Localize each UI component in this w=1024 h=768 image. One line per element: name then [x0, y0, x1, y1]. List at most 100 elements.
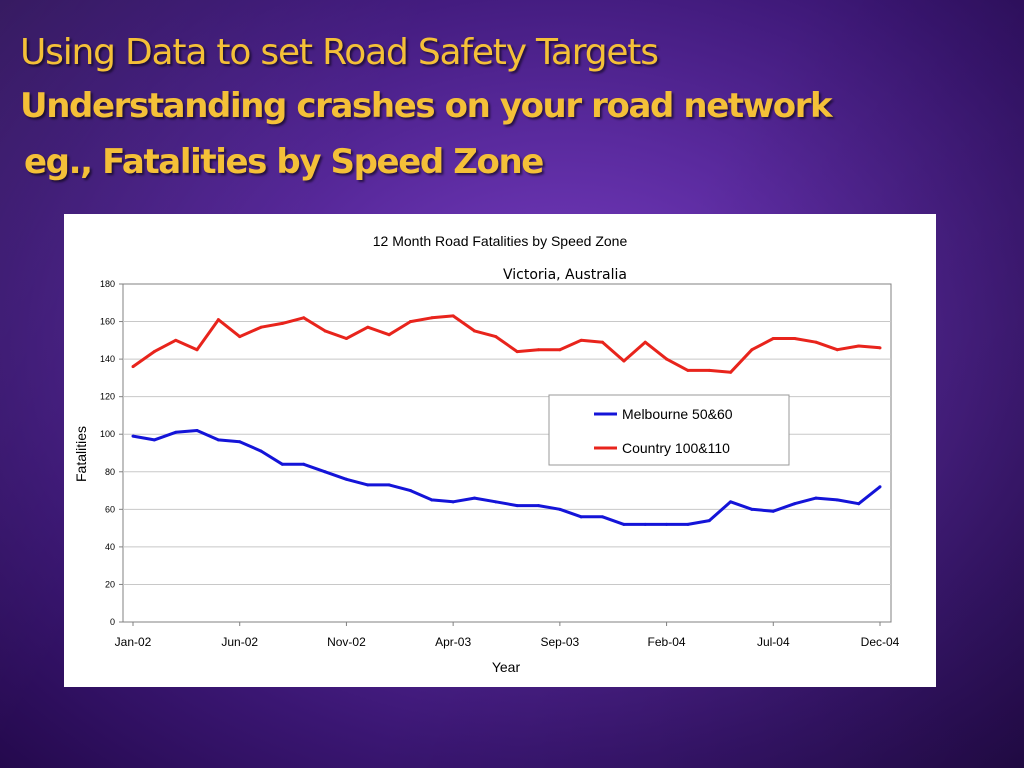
data-point-melbourne	[366, 483, 370, 487]
data-point-country	[686, 368, 690, 372]
data-point-country	[643, 340, 647, 344]
data-point-melbourne	[408, 489, 412, 493]
data-point-country	[323, 329, 327, 333]
data-point-melbourne	[472, 496, 476, 500]
data-point-melbourne	[387, 483, 391, 487]
data-point-melbourne	[323, 470, 327, 474]
data-point-country	[238, 335, 242, 339]
data-point-melbourne	[835, 498, 839, 502]
slide-title-block: Using Data to set Road Safety Targets Un…	[20, 28, 1010, 190]
slide-title: Using Data to set Road Safety Targets	[20, 32, 659, 73]
series-line-melbourne	[132, 429, 881, 526]
data-point-melbourne	[707, 519, 711, 523]
y-tick-label: 160	[100, 317, 115, 327]
fatalities-line-chart: 0 20 40 60 80 100 120 140 160 180 Jan-02 Jun-02 Nov…	[73, 233, 900, 675]
y-tick-label: 60	[105, 504, 115, 514]
legend: Melbourne 50&60 Country 100&110	[548, 394, 790, 466]
data-point-country	[878, 346, 882, 350]
x-tick-label: Apr-03	[435, 635, 471, 649]
data-point-melbourne	[771, 509, 775, 513]
series-lines	[131, 314, 882, 526]
data-point-country	[835, 348, 839, 352]
data-point-country	[344, 336, 348, 340]
data-point-melbourne	[515, 504, 519, 508]
data-point-country	[259, 325, 263, 329]
y-tick-label: 40	[105, 542, 115, 552]
data-point-melbourne	[729, 500, 733, 504]
data-point-country	[131, 365, 135, 369]
data-point-melbourne	[131, 434, 135, 438]
data-point-melbourne	[302, 462, 306, 466]
data-point-country	[537, 348, 541, 352]
data-point-melbourne	[344, 477, 348, 481]
x-tick-label: Jun-02	[221, 635, 258, 649]
data-point-country	[302, 316, 306, 320]
data-point-melbourne	[793, 502, 797, 506]
data-point-melbourne	[152, 438, 156, 442]
y-tick-label: 120	[100, 392, 115, 402]
y-tick-label: 0	[110, 617, 115, 627]
data-point-country	[216, 318, 220, 322]
data-point-melbourne	[643, 522, 647, 526]
slide-subtitle-example: eg., Fatalities by Speed Zone	[24, 142, 544, 182]
y-axis-ticks: 0 20 40 60 80 100 120 140 160 180	[100, 279, 123, 627]
data-point-country	[707, 368, 711, 372]
data-point-country	[152, 350, 156, 354]
y-tick-label: 140	[100, 354, 115, 364]
data-point-melbourne	[601, 515, 605, 519]
data-point-country	[750, 348, 754, 352]
data-point-country	[280, 321, 284, 325]
data-point-country	[622, 359, 626, 363]
data-point-country	[174, 338, 178, 342]
data-point-country	[729, 370, 733, 374]
x-axis-label: Year	[492, 659, 521, 675]
data-point-melbourne	[195, 428, 199, 432]
data-point-country	[857, 344, 861, 348]
data-point-country	[451, 314, 455, 318]
y-tick-label: 80	[105, 467, 115, 477]
data-point-country	[814, 340, 818, 344]
data-point-melbourne	[857, 502, 861, 506]
data-point-melbourne	[878, 485, 882, 489]
data-point-country	[408, 320, 412, 324]
legend-label-melbourne: Melbourne 50&60	[622, 406, 733, 422]
data-point-melbourne	[537, 504, 541, 508]
data-point-country	[793, 336, 797, 340]
data-point-melbourne	[259, 449, 263, 453]
y-axis-label: Fatalities	[73, 426, 89, 482]
data-point-melbourne	[430, 498, 434, 502]
data-point-melbourne	[280, 462, 284, 466]
x-tick-label: Sep-03	[541, 635, 580, 649]
data-point-country	[665, 357, 669, 361]
legend-label-country: Country 100&110	[622, 440, 730, 456]
slide-subtitle: Understanding crashes on your road netwo…	[20, 86, 833, 126]
series-line-country	[132, 314, 881, 374]
data-point-country	[515, 350, 519, 354]
chart-title: 12 Month Road Fatalities by Speed Zone	[373, 233, 628, 249]
x-tick-label: Dec-04	[861, 635, 900, 649]
data-point-country	[195, 348, 199, 352]
legend-box	[548, 394, 790, 466]
data-point-country	[387, 333, 391, 337]
x-tick-label: Jan-02	[115, 635, 152, 649]
chart-subtitle: Victoria, Australia	[503, 267, 627, 283]
data-point-melbourne	[750, 507, 754, 511]
x-tick-label: Nov-02	[327, 635, 366, 649]
x-axis-ticks: Jan-02 Jun-02 Nov-02 Apr-03 Sep-03 Feb-04 Jul-…	[115, 622, 900, 649]
data-point-country	[430, 316, 434, 320]
data-point-melbourne	[622, 522, 626, 526]
data-point-melbourne	[494, 500, 498, 504]
data-point-melbourne	[665, 522, 669, 526]
data-point-melbourne	[686, 522, 690, 526]
data-point-country	[494, 335, 498, 339]
data-point-country	[558, 348, 562, 352]
y-tick-label: 180	[100, 279, 115, 289]
data-point-country	[472, 329, 476, 333]
data-point-country	[771, 336, 775, 340]
data-point-country	[579, 338, 583, 342]
data-point-melbourne	[216, 438, 220, 442]
chart-panel: 0 20 40 60 80 100 120 140 160 180 Jan-02 Jun-02 Nov…	[64, 214, 936, 687]
data-point-melbourne	[451, 500, 455, 504]
data-point-country	[601, 340, 605, 344]
data-point-melbourne	[174, 430, 178, 434]
